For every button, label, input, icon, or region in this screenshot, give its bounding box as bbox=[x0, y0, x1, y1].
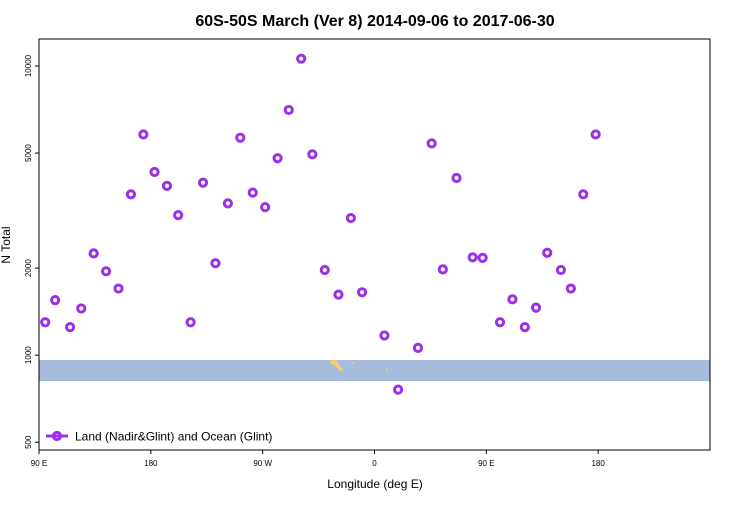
data-point bbox=[333, 289, 344, 300]
data-point bbox=[356, 287, 368, 298]
y-tick-label: 1000 bbox=[24, 346, 33, 364]
data-point bbox=[393, 384, 404, 395]
data-point bbox=[185, 317, 196, 328]
y-axis-ticks: 500 1000 2000 5000 10000 bbox=[24, 54, 39, 449]
data-point bbox=[149, 166, 160, 178]
data-point bbox=[260, 202, 271, 213]
data-point bbox=[590, 129, 601, 140]
land-fragment bbox=[338, 367, 343, 371]
data-point bbox=[451, 172, 462, 184]
data-point bbox=[173, 210, 184, 221]
legend-label: Land (Nadir&Glint) and Ocean (Glint) bbox=[75, 430, 272, 444]
data-point bbox=[437, 264, 448, 275]
data-point bbox=[542, 247, 553, 258]
data-point bbox=[296, 53, 307, 64]
data-point bbox=[76, 303, 87, 314]
data-point bbox=[519, 322, 530, 333]
data-point bbox=[307, 149, 318, 160]
data-point bbox=[40, 317, 51, 328]
data-point bbox=[272, 153, 283, 164]
data-point bbox=[88, 248, 99, 259]
data-point bbox=[161, 180, 173, 191]
data-point bbox=[555, 264, 566, 276]
land-fragment bbox=[335, 363, 340, 369]
x-tick-label: 180 bbox=[144, 459, 158, 468]
data-point bbox=[197, 177, 209, 188]
land-fragments bbox=[330, 360, 388, 371]
data-point bbox=[138, 129, 149, 140]
data-point bbox=[565, 283, 576, 294]
data-point bbox=[412, 342, 424, 353]
data-point bbox=[530, 302, 542, 313]
x-tick-label: 90 E bbox=[31, 459, 47, 468]
data-point bbox=[247, 187, 258, 198]
data-points bbox=[40, 53, 601, 395]
y-tick-label: 5000 bbox=[24, 144, 33, 162]
data-point bbox=[50, 295, 61, 306]
x-axis-ticks: 90 E 180 90 W 0 90 E 180 bbox=[31, 450, 605, 468]
latitude-band bbox=[39, 360, 710, 381]
legend-marker-swatch bbox=[51, 430, 63, 442]
data-point bbox=[125, 189, 137, 200]
x-tick-label: 90 W bbox=[253, 459, 272, 468]
land-fragment bbox=[351, 362, 354, 364]
data-point bbox=[345, 212, 356, 224]
x-axis-label: Longitude (deg E) bbox=[327, 477, 422, 491]
land-fragment bbox=[330, 360, 338, 365]
chart-title: 60S-50S March (Ver 8) 2014-09-06 to 2017… bbox=[195, 13, 554, 30]
data-point bbox=[210, 258, 221, 269]
data-point bbox=[64, 322, 76, 333]
legend: Land (Nadir&Glint) and Ocean (Glint) bbox=[46, 430, 272, 444]
data-point bbox=[283, 104, 294, 116]
data-point bbox=[222, 198, 233, 209]
data-point bbox=[477, 252, 488, 263]
data-point bbox=[467, 252, 478, 263]
y-tick-label: 10000 bbox=[24, 54, 33, 77]
x-tick-label: 0 bbox=[372, 459, 377, 468]
x-tick-label: 180 bbox=[591, 459, 605, 468]
land-fragment bbox=[386, 368, 388, 371]
data-point bbox=[379, 330, 390, 341]
y-tick-label: 500 bbox=[24, 435, 33, 449]
data-point bbox=[494, 317, 506, 328]
plot-area-frame bbox=[38, 38, 711, 451]
y-tick-label: 2000 bbox=[24, 259, 33, 277]
data-point bbox=[426, 138, 437, 149]
x-tick-label: 90 E bbox=[478, 459, 494, 468]
data-point bbox=[235, 132, 246, 143]
data-point bbox=[578, 189, 589, 200]
data-point bbox=[101, 266, 112, 277]
data-point bbox=[319, 264, 330, 276]
y-axis-label: N Total bbox=[0, 226, 13, 263]
data-point bbox=[507, 294, 518, 305]
map-strip bbox=[39, 360, 710, 381]
data-point bbox=[113, 283, 124, 294]
